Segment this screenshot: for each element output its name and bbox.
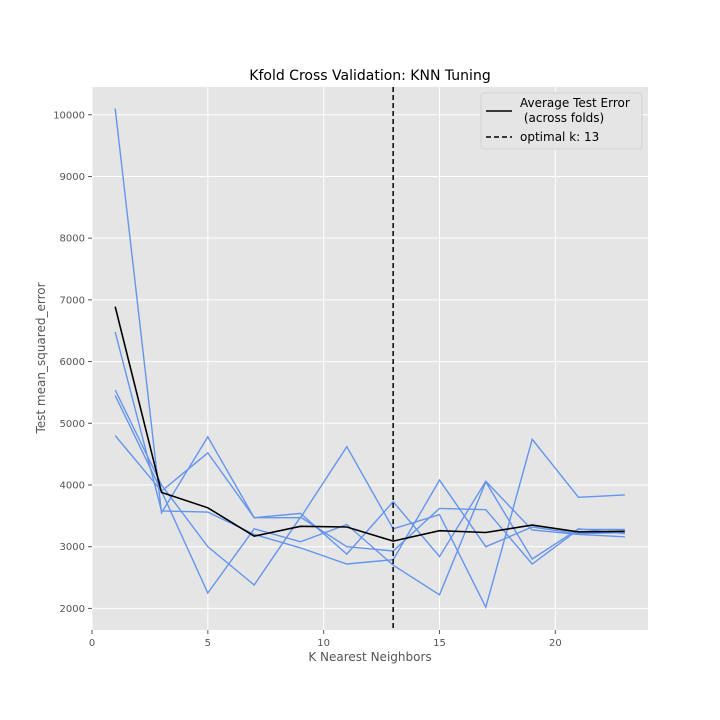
x-tick-label: 0 bbox=[89, 638, 95, 649]
x-tick-label: 15 bbox=[433, 638, 446, 649]
legend: Average Test Error (across folds) optima… bbox=[480, 92, 643, 150]
legend-optimal-label: optimal k: 13 bbox=[520, 130, 599, 144]
x-axis-label: K Nearest Neighbors bbox=[308, 650, 431, 664]
legend-average-label-line1: Average Test Error bbox=[520, 96, 630, 110]
average-line-group bbox=[114, 306, 625, 542]
y-tick-label: 7000 bbox=[60, 295, 85, 306]
chart-title: Kfold Cross Validation: KNN Tuning bbox=[249, 68, 490, 84]
y-tick-label: 6000 bbox=[60, 357, 85, 368]
legend-box bbox=[480, 92, 643, 150]
y-tick-label: 8000 bbox=[60, 234, 85, 245]
fold-line-5 bbox=[114, 435, 625, 610]
fold-line-2 bbox=[114, 331, 625, 565]
legend-average-label-line2: (across folds) bbox=[520, 111, 604, 125]
fold-lines bbox=[114, 108, 625, 610]
x-tick-label: 5 bbox=[205, 638, 211, 649]
grid bbox=[91, 87, 648, 630]
x-tick-label: 20 bbox=[549, 638, 562, 649]
fold-line-1 bbox=[114, 108, 625, 558]
x-tick-label: 10 bbox=[317, 638, 330, 649]
fold-line-3 bbox=[114, 389, 625, 587]
y-tick-label: 9000 bbox=[60, 172, 85, 183]
y-axis-label: Test mean_squared_error bbox=[34, 282, 48, 434]
average-test-error-line bbox=[114, 306, 625, 542]
y-tick-label: 10000 bbox=[53, 110, 85, 121]
y-tick-label: 5000 bbox=[60, 419, 85, 430]
y-tick-label: 2000 bbox=[60, 604, 85, 615]
y-tick-label: 4000 bbox=[60, 480, 85, 491]
fold-line-4 bbox=[114, 395, 625, 596]
y-ticks: 2000 3000 4000 5000 6000 7000 8000 9000 10000 bbox=[53, 110, 92, 615]
x-ticks: 0 5 10 15 20 bbox=[89, 630, 562, 649]
y-tick-label: 3000 bbox=[60, 542, 85, 553]
